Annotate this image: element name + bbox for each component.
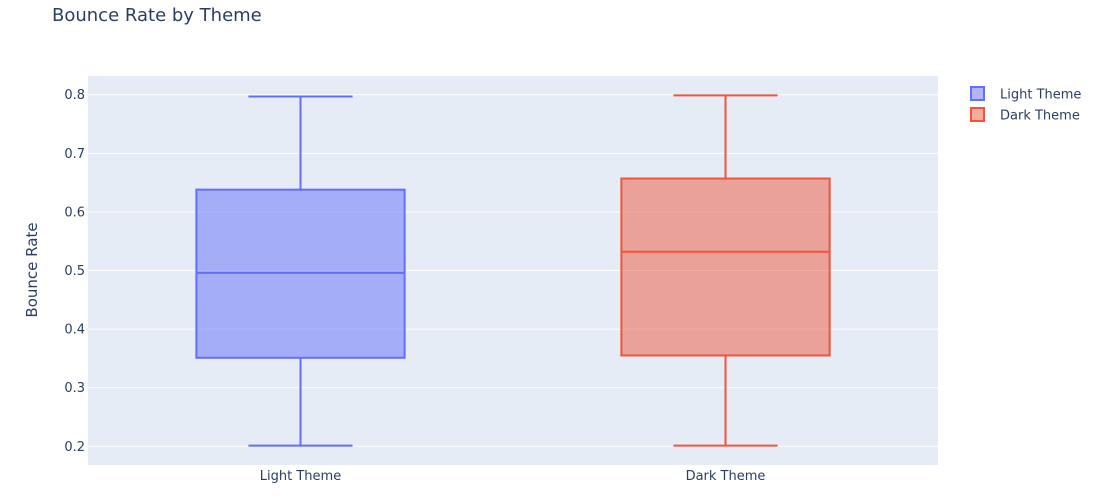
y-tick-label: 0.3 xyxy=(64,381,85,396)
iqr-box xyxy=(620,177,831,357)
chart-title: Bounce Rate by Theme xyxy=(52,5,262,26)
x-tick-label: Light Theme xyxy=(260,469,341,484)
y-tick-label: 0.8 xyxy=(64,88,85,103)
y-tick-label: 0.4 xyxy=(64,323,85,338)
x-tick-label: Dark Theme xyxy=(686,469,766,484)
y-tick-label: 0.2 xyxy=(64,440,85,455)
legend-label: Dark Theme xyxy=(1000,109,1080,124)
box-series xyxy=(195,94,831,447)
y-axis-ticks: 0.2 0.3 0.4 0.5 0.6 0.7 0.8 xyxy=(64,88,85,455)
legend-item[interactable]: Dark Theme xyxy=(970,107,1080,124)
box-dark-theme[interactable] xyxy=(620,94,831,447)
y-tick-label: 0.7 xyxy=(64,147,85,162)
y-axis-label: Bounce Rate xyxy=(23,222,41,317)
legend-swatch xyxy=(970,107,985,122)
legend-label: Light Theme xyxy=(1000,88,1081,103)
box-light-theme[interactable] xyxy=(195,95,406,447)
x-axis-ticks: Light Theme Dark Theme xyxy=(260,469,766,484)
legend-item[interactable]: Light Theme xyxy=(970,86,1081,103)
y-tick-label: 0.6 xyxy=(64,205,85,220)
y-tick-label: 0.5 xyxy=(64,264,85,279)
legend-swatch xyxy=(970,86,985,101)
legend[interactable]: Light Theme Dark Theme xyxy=(970,86,1081,124)
